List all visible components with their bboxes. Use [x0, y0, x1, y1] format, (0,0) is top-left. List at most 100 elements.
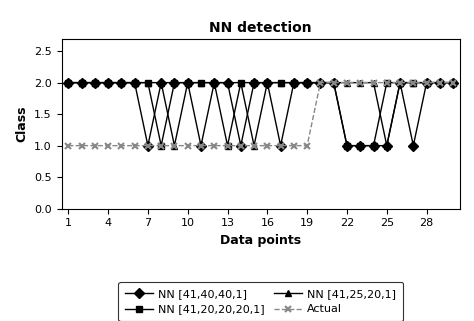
NN [41,20,20,20,1]: [437, 81, 443, 84]
NN [41,20,20,20,1]: [238, 81, 244, 84]
Actual: [278, 144, 283, 148]
NN [41,20,20,20,1]: [132, 81, 137, 84]
NN [41,25,20,1]: [357, 81, 363, 84]
NN [41,20,20,20,1]: [344, 144, 350, 148]
NN [41,40,40,1]: [424, 81, 429, 84]
NN [41,25,20,1]: [344, 81, 350, 84]
NN [41,40,40,1]: [304, 81, 310, 84]
NN [41,40,40,1]: [410, 144, 416, 148]
NN [41,40,40,1]: [344, 144, 350, 148]
Line: NN [41,20,20,20,1]: NN [41,20,20,20,1]: [65, 79, 456, 149]
Actual: [118, 144, 124, 148]
Actual: [331, 81, 337, 84]
NN [41,40,40,1]: [291, 81, 297, 84]
Actual: [397, 81, 403, 84]
NN [41,20,20,20,1]: [278, 81, 283, 84]
Actual: [304, 144, 310, 148]
NN [41,25,20,1]: [65, 81, 71, 84]
Actual: [251, 144, 257, 148]
NN [41,40,40,1]: [397, 81, 403, 84]
NN [41,25,20,1]: [384, 144, 390, 148]
Actual: [172, 144, 177, 148]
NN [41,25,20,1]: [304, 81, 310, 84]
NN [41,20,20,20,1]: [318, 81, 323, 84]
NN [41,20,20,20,1]: [118, 81, 124, 84]
Actual: [65, 144, 71, 148]
NN [41,25,20,1]: [132, 81, 137, 84]
NN [41,25,20,1]: [450, 81, 456, 84]
Actual: [158, 144, 164, 148]
NN [41,20,20,20,1]: [105, 81, 111, 84]
NN [41,40,40,1]: [118, 81, 124, 84]
Actual: [211, 144, 217, 148]
NN [41,40,40,1]: [251, 81, 257, 84]
Actual: [238, 144, 244, 148]
NN [41,40,40,1]: [92, 81, 98, 84]
NN [41,40,40,1]: [450, 81, 456, 84]
NN [41,40,40,1]: [225, 81, 230, 84]
NN [41,25,20,1]: [185, 81, 191, 84]
NN [41,20,20,20,1]: [185, 81, 191, 84]
NN [41,25,20,1]: [225, 81, 230, 84]
Actual: [384, 81, 390, 84]
NN [41,25,20,1]: [251, 144, 257, 148]
NN [41,25,20,1]: [397, 81, 403, 84]
NN [41,20,20,20,1]: [291, 81, 297, 84]
NN [41,20,20,20,1]: [198, 81, 204, 84]
NN [41,25,20,1]: [278, 81, 283, 84]
NN [41,20,20,20,1]: [424, 81, 429, 84]
Actual: [105, 144, 111, 148]
NN [41,25,20,1]: [79, 81, 84, 84]
NN [41,25,20,1]: [437, 81, 443, 84]
NN [41,25,20,1]: [410, 81, 416, 84]
Actual: [424, 81, 429, 84]
NN [41,20,20,20,1]: [304, 81, 310, 84]
Actual: [344, 81, 350, 84]
NN [41,25,20,1]: [198, 81, 204, 84]
NN [41,40,40,1]: [278, 144, 283, 148]
NN [41,25,20,1]: [118, 81, 124, 84]
NN [41,20,20,20,1]: [172, 81, 177, 84]
Actual: [198, 144, 204, 148]
NN [41,20,20,20,1]: [211, 81, 217, 84]
NN [41,20,20,20,1]: [357, 144, 363, 148]
Legend: NN [41,40,40,1], NN [41,20,20,20,1], NN [41,25,20,1], Actual: NN [41,40,40,1], NN [41,20,20,20,1], NN …: [118, 282, 403, 321]
NN [41,40,40,1]: [172, 81, 177, 84]
Actual: [450, 81, 456, 84]
NN [41,25,20,1]: [92, 81, 98, 84]
NN [41,40,40,1]: [371, 144, 376, 148]
NN [41,40,40,1]: [357, 144, 363, 148]
NN [41,40,40,1]: [384, 144, 390, 148]
NN [41,20,20,20,1]: [384, 81, 390, 84]
NN [41,20,20,20,1]: [79, 81, 84, 84]
NN [41,25,20,1]: [371, 81, 376, 84]
NN [41,25,20,1]: [238, 81, 244, 84]
NN [41,25,20,1]: [291, 81, 297, 84]
Actual: [357, 81, 363, 84]
NN [41,20,20,20,1]: [92, 81, 98, 84]
X-axis label: Data points: Data points: [220, 234, 301, 247]
NN [41,40,40,1]: [264, 81, 270, 84]
NN [41,20,20,20,1]: [158, 144, 164, 148]
NN [41,40,40,1]: [318, 81, 323, 84]
Title: NN detection: NN detection: [210, 21, 312, 35]
Actual: [371, 81, 376, 84]
Actual: [132, 144, 137, 148]
NN [41,40,40,1]: [105, 81, 111, 84]
Actual: [264, 144, 270, 148]
NN [41,40,40,1]: [211, 81, 217, 84]
NN [41,20,20,20,1]: [145, 81, 151, 84]
NN [41,25,20,1]: [172, 144, 177, 148]
NN [41,20,20,20,1]: [450, 81, 456, 84]
NN [41,20,20,20,1]: [410, 81, 416, 84]
NN [41,40,40,1]: [331, 81, 337, 84]
NN [41,40,40,1]: [65, 81, 71, 84]
Line: Actual: Actual: [65, 79, 456, 149]
NN [41,20,20,20,1]: [225, 144, 230, 148]
NN [41,40,40,1]: [238, 144, 244, 148]
NN [41,40,40,1]: [79, 81, 84, 84]
Actual: [92, 144, 98, 148]
Actual: [410, 81, 416, 84]
NN [41,20,20,20,1]: [65, 81, 71, 84]
Actual: [437, 81, 443, 84]
